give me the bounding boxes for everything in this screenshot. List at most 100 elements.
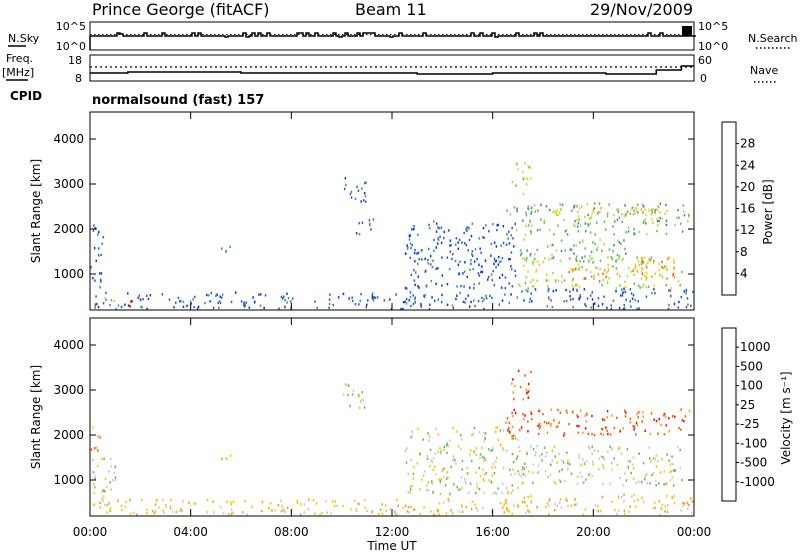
radar-cell: [358, 233, 361, 236]
radar-cell: [468, 238, 471, 242]
radar-cell: [526, 177, 528, 180]
radar-cell: [514, 222, 516, 226]
radar-cell: [607, 450, 609, 453]
radar-cell: [668, 459, 670, 462]
radar-cell: [540, 203, 542, 207]
radar-cell: [559, 501, 561, 504]
radar-cell: [623, 500, 625, 503]
radar-cell: [225, 250, 227, 253]
radar-cell: [162, 511, 165, 514]
radar-cell: [642, 283, 645, 286]
radar-cell: [139, 298, 141, 301]
radar-cell: [652, 262, 655, 265]
radar-cell: [528, 382, 530, 386]
radar-cell: [550, 424, 552, 427]
radar-cell: [458, 272, 460, 275]
radar-cell: [645, 278, 648, 281]
radar-cell: [641, 285, 644, 289]
radar-cell: [189, 300, 192, 303]
radar-cell: [570, 248, 572, 251]
radar-cell: [496, 426, 499, 429]
radar-cell: [296, 501, 299, 504]
radar-cell: [641, 272, 644, 276]
radar-cell: [171, 510, 174, 513]
radar-cell: [567, 468, 569, 471]
radar-cell: [168, 298, 171, 301]
radar-cell: [676, 445, 679, 449]
radar-cell: [506, 509, 508, 512]
radar-cell: [593, 202, 596, 205]
radar-cell: [417, 285, 419, 288]
radar-cell: [406, 247, 409, 250]
radar-cell: [498, 255, 500, 259]
radar-cell: [92, 458, 94, 461]
radar-cell: [599, 211, 601, 214]
radar-cell: [668, 303, 670, 307]
radar-cell: [551, 459, 553, 462]
radar-cell: [584, 215, 586, 219]
radar-cell: [530, 212, 532, 215]
radar-cell: [525, 224, 527, 228]
radar-cell: [355, 232, 358, 235]
radar-cell: [628, 226, 630, 229]
radar-cell: [508, 427, 510, 430]
radar-cell: [509, 431, 511, 434]
radar-cell: [99, 436, 101, 439]
radar-cell: [659, 471, 662, 474]
radar-cell: [431, 265, 434, 269]
radar-cell: [500, 286, 503, 289]
radar-cell: [665, 219, 668, 222]
radar-cell: [428, 223, 430, 227]
radar-cell: [413, 269, 415, 272]
radar-cell: [514, 411, 517, 415]
radar-cell: [396, 498, 398, 502]
radar-cell: [206, 498, 209, 502]
radar-cell: [617, 509, 620, 513]
radar-cell: [529, 254, 531, 257]
radar-cell: [99, 278, 102, 281]
radar-cell: [565, 229, 568, 232]
radar-cell: [518, 473, 521, 476]
radar-cell: [572, 270, 574, 273]
radar-cell: [493, 241, 496, 244]
radar-cell: [182, 500, 184, 503]
radar-cell: [429, 464, 431, 468]
radar-cell: [147, 297, 150, 301]
radar-cell: [467, 249, 469, 252]
radar-cell: [101, 497, 103, 501]
radar-cell: [427, 488, 430, 492]
radar-cell: [532, 448, 535, 451]
radar-cell: [611, 461, 613, 464]
radar-cell: [556, 213, 558, 216]
radar-cell: [427, 262, 429, 265]
radar-cell: [523, 418, 525, 421]
radar-cell: [478, 274, 481, 277]
radar-cell: [437, 238, 440, 242]
radar-cell: [550, 422, 552, 426]
radar-cell: [177, 296, 180, 299]
radar-cell: [412, 294, 414, 297]
radar-cell: [425, 489, 428, 492]
radar-cell: [569, 248, 571, 252]
radar-cell: [593, 277, 595, 280]
radar-cell: [405, 287, 408, 290]
colorbar-tick-label: -500: [740, 456, 767, 470]
radar-cell: [659, 216, 661, 220]
radar-cell: [478, 237, 481, 240]
radar-cell: [468, 491, 470, 494]
radar-cell: [432, 491, 434, 494]
radar-cell: [575, 502, 578, 506]
radar-cell: [524, 414, 526, 417]
radar-cell: [495, 426, 497, 429]
radar-cell: [495, 266, 497, 269]
radar-cell: [435, 282, 437, 285]
radar-cell: [522, 219, 524, 222]
radar-cell: [552, 256, 555, 259]
radar-cell: [653, 288, 655, 291]
radar-cell: [560, 249, 563, 253]
radar-cell: [608, 248, 611, 251]
radar-cell: [605, 228, 607, 231]
radar-cell: [648, 446, 651, 449]
radar-cell: [616, 208, 618, 211]
